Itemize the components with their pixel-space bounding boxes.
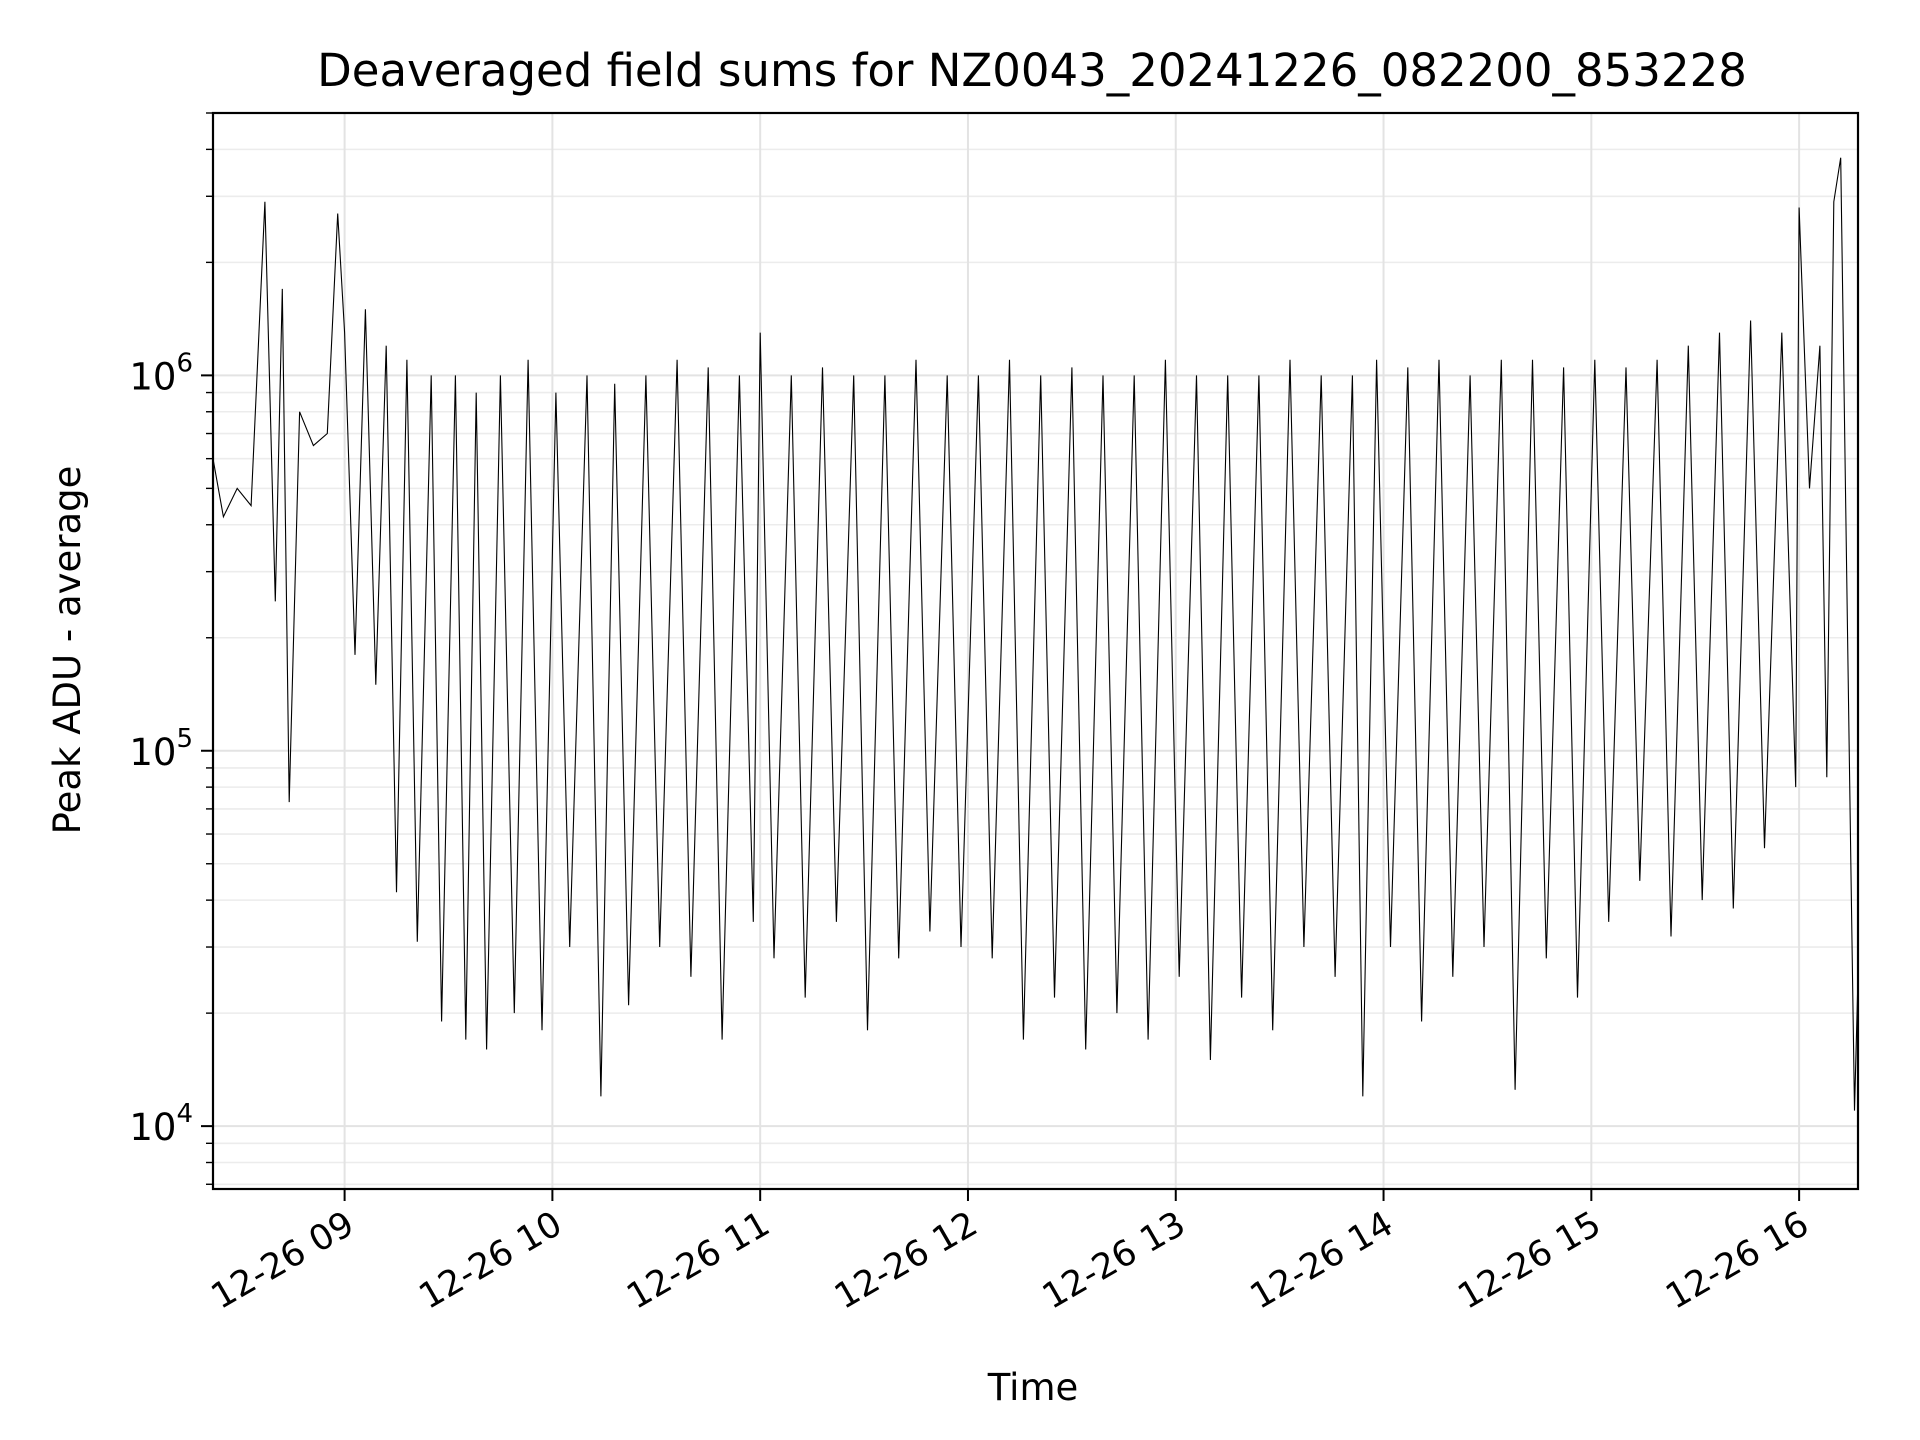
x-tick-label: 12-26 11 <box>620 1204 776 1317</box>
y-tick-label: 106 <box>129 348 193 398</box>
series-line <box>212 157 1859 1111</box>
y-axis-label: Peak ADU - average <box>46 466 89 835</box>
chart-title: Deaveraged field sums for NZ0043_2024122… <box>317 44 1747 97</box>
x-tick-label: 12-26 09 <box>205 1204 361 1317</box>
y-tick-label: 104 <box>129 1099 193 1149</box>
x-tick-label: 12-26 14 <box>1244 1204 1400 1317</box>
x-tick-label: 12-26 16 <box>1659 1204 1815 1317</box>
ticks: 104 105 106 12-26 09 12-26 10 12-26 11 12-26 1… <box>129 112 1816 1317</box>
x-tick-label: 12-26 15 <box>1452 1204 1608 1317</box>
plot-frame <box>211 111 1860 1191</box>
y-tick-label: 105 <box>129 724 193 774</box>
x-tick-label: 12-26 13 <box>1036 1204 1192 1317</box>
x-tick-label: 12-26 12 <box>828 1204 984 1317</box>
x-tick-label: 12-26 10 <box>413 1204 569 1317</box>
x-axis-label: Time <box>987 1366 1079 1409</box>
